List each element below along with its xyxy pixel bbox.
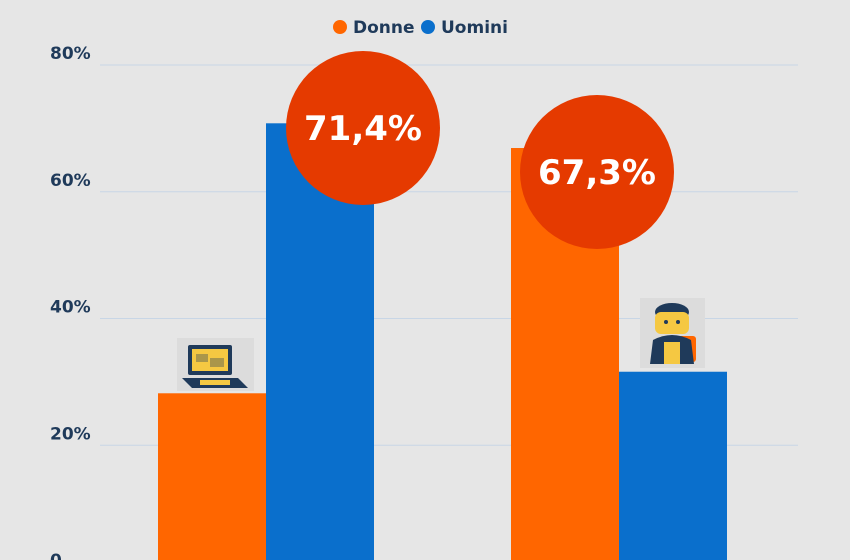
y-tick-label: 60% — [50, 171, 91, 191]
value-callouts: 71,4% 67,3% — [286, 51, 674, 249]
callout-label: 71,4% — [304, 109, 422, 149]
bar-uomini-2 — [619, 371, 727, 560]
legend-swatch-uomini — [421, 20, 435, 34]
legend: Donne Uomini — [333, 18, 508, 38]
legend-label-uomini: Uomini — [441, 18, 508, 38]
legend-label-donne: Donne — [353, 18, 415, 38]
student-icon — [640, 298, 705, 368]
y-axis-ticks: 0 20% 40% 60% 80% — [50, 44, 91, 560]
y-tick-label: 80% — [50, 44, 91, 64]
y-tick-label: 40% — [50, 298, 91, 318]
callout-bubble — [286, 51, 440, 205]
bar-donne-1 — [158, 393, 266, 560]
callout-label: 67,3% — [538, 153, 656, 193]
laptop-icon — [177, 338, 254, 391]
bars — [158, 123, 727, 560]
y-tick-label: 0 — [50, 551, 62, 560]
y-tick-label: 20% — [50, 424, 91, 444]
callout-bubble — [520, 95, 674, 249]
legend-swatch-donne — [333, 20, 347, 34]
